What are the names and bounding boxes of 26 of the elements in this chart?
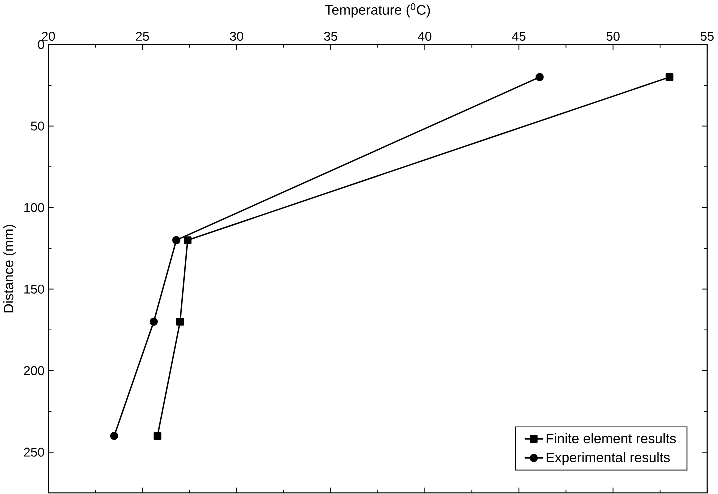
legend-label: Experimental results — [546, 452, 670, 466]
x-tick-label: 35 — [324, 32, 338, 42]
y-tick-label: 200 — [24, 366, 44, 376]
y-axis-title: Distance (mm) — [4, 225, 16, 313]
point — [184, 236, 192, 244]
x-tick-label: 25 — [136, 32, 150, 42]
y-tick-label: 50 — [31, 122, 44, 131]
x-tick-label: 40 — [418, 32, 432, 42]
point — [154, 432, 162, 440]
x-axis-title: Temperature ($^{0}$C) — [325, 4, 430, 18]
x-tick-label: 30 — [230, 32, 244, 42]
x-tick-label: 50 — [606, 32, 620, 42]
x-tick-label: 55 — [700, 32, 714, 42]
x-tick-label: 45 — [512, 32, 526, 42]
y-tick-label: 250 — [24, 448, 44, 458]
y-tick-label: 0 — [38, 40, 44, 50]
y-tick-label: 100 — [24, 203, 44, 212]
point — [110, 432, 119, 440]
point — [172, 236, 181, 245]
point — [536, 73, 544, 82]
point — [150, 318, 158, 326]
point — [176, 318, 184, 326]
x-tick-label: 20 — [42, 32, 56, 42]
point — [666, 74, 674, 82]
legend-label: Finite element results — [546, 434, 676, 444]
y-tick-label: 150 — [24, 285, 44, 294]
